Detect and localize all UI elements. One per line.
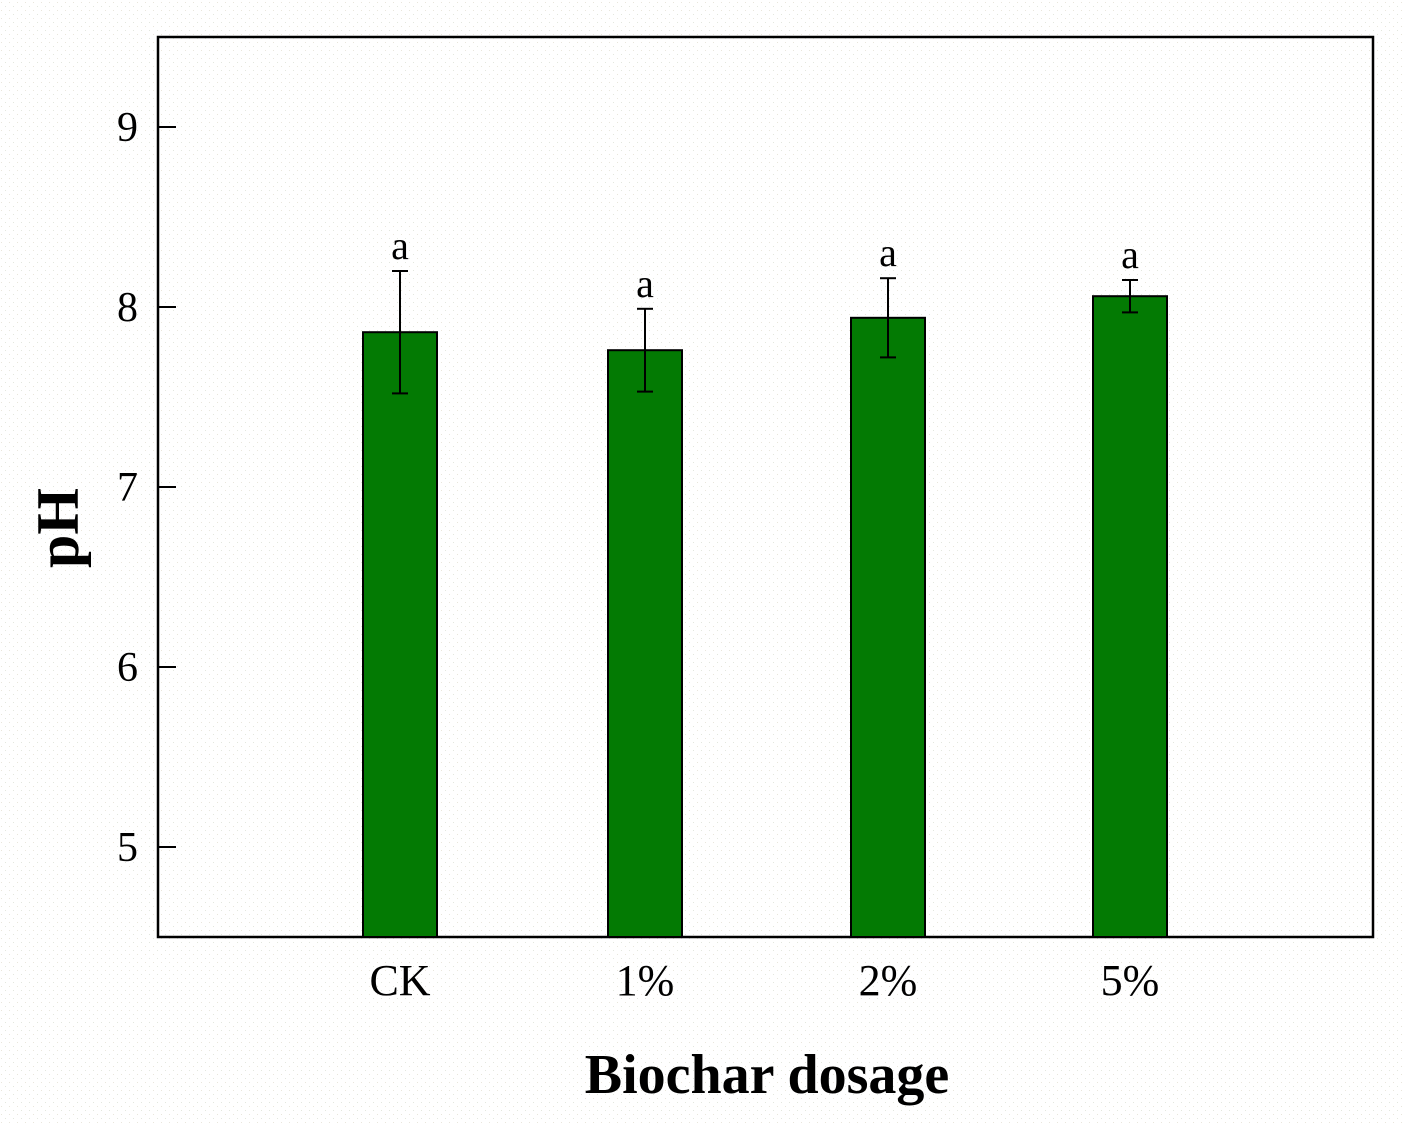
bar-1 [362, 331, 438, 938]
y-tick-label-8: 8 [117, 285, 138, 331]
x-tick-label-3: 2% [859, 956, 918, 1005]
significance-letters-layer: aaa a [391, 223, 1139, 306]
y-axis-label: pH [25, 488, 91, 568]
bar-3 [850, 316, 926, 938]
bar-2 [607, 349, 683, 938]
y-tick-label-6: 6 [117, 645, 138, 691]
y-tick-label-7: 7 [117, 465, 138, 511]
significance-letter-4: a [1121, 232, 1139, 277]
x-tick-label-4: 5% [1101, 956, 1160, 1005]
plot-area [156, 35, 1375, 939]
bars-layer [362, 295, 1168, 938]
significance-letter-2: a [636, 261, 654, 306]
y-axis: 5 6 7 8 9 [117, 105, 176, 871]
error-bars-layer [392, 270, 1138, 395]
x-tick-label-1: CK [369, 956, 430, 1005]
bar-4 [1092, 295, 1168, 938]
x-tick-label-2: 1% [616, 956, 675, 1005]
significance-letter-3: a [879, 230, 897, 275]
significance-letter-1: a [391, 223, 409, 268]
y-tick-label-9: 9 [117, 105, 138, 151]
y-tick-label-5: 5 [117, 825, 138, 871]
x-axis: CK 1% 2% 5% [369, 956, 1159, 1005]
x-axis-label: Biochar dosage [585, 1044, 950, 1106]
